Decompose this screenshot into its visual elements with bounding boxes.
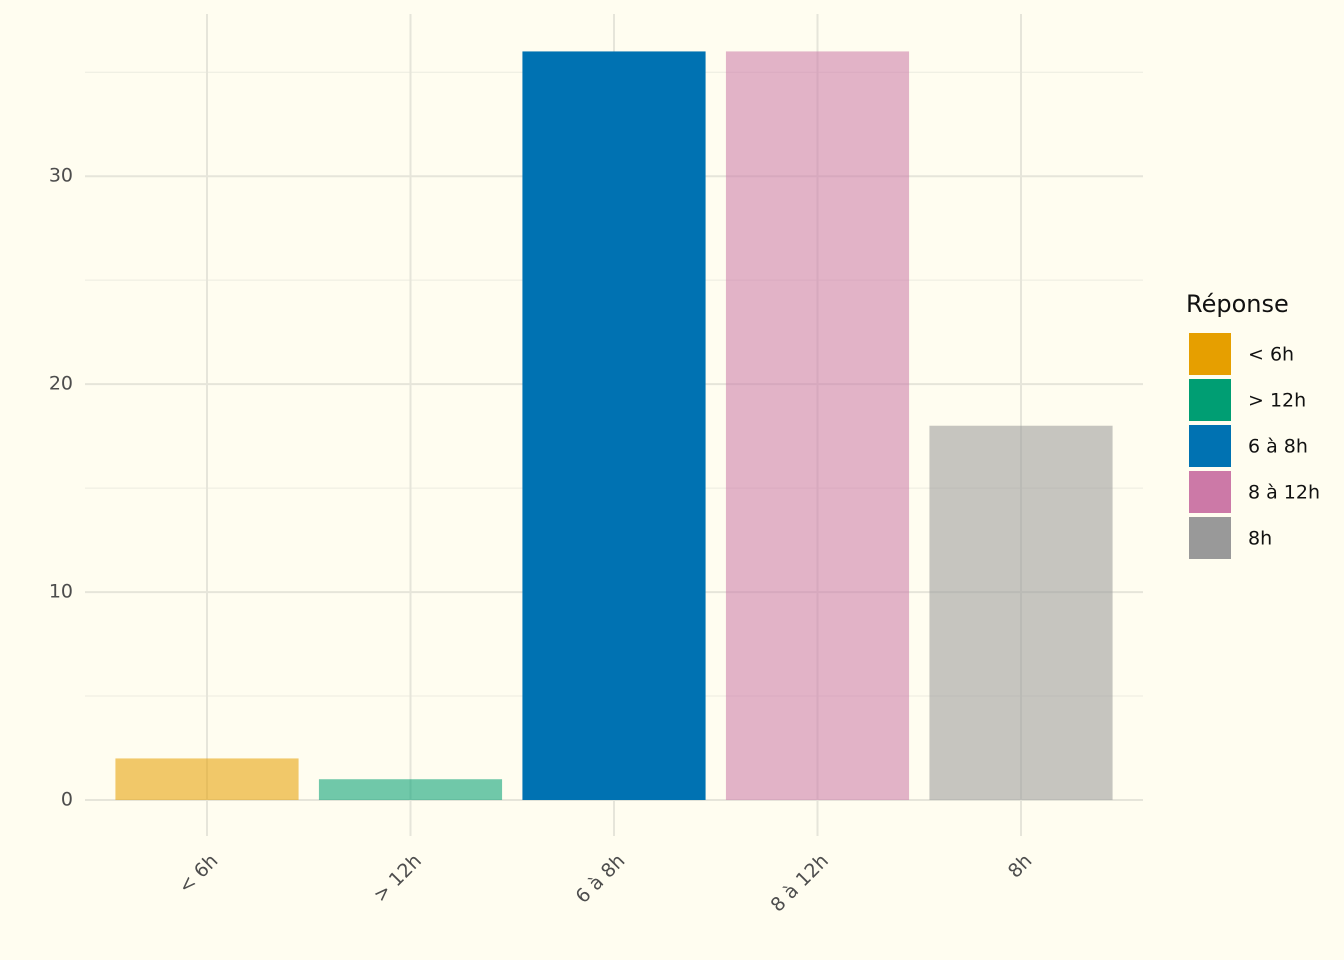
legend-label: 8h (1248, 528, 1272, 550)
x-tick-label: > 12h (369, 850, 426, 907)
bar (725, 51, 910, 801)
x-tick-label: 8 à 12h (766, 850, 832, 916)
bar (318, 779, 503, 801)
legend-label: 8 à 12h (1248, 482, 1320, 504)
legend-key (1189, 425, 1231, 467)
bar (115, 758, 299, 801)
legend-key (1189, 517, 1231, 559)
legend-label: 6 à 8h (1248, 436, 1308, 458)
y-tick-label: 30 (49, 165, 73, 187)
legend-label: > 12h (1248, 390, 1306, 412)
bar (929, 425, 1113, 801)
bar (522, 51, 706, 801)
x-tick-label: < 6h (174, 850, 222, 898)
y-tick-label: 0 (61, 789, 73, 811)
legend-key (1189, 379, 1231, 421)
x-tick-label: 8h (1004, 850, 1037, 883)
legend-label: < 6h (1248, 344, 1294, 366)
y-tick-label: 20 (49, 373, 73, 395)
y-tick-label: 10 (49, 581, 73, 603)
legend-title: Réponse (1186, 290, 1289, 318)
legend-key (1189, 471, 1231, 513)
x-tick-label: 6 à 8h (571, 850, 629, 908)
legend-key (1189, 333, 1231, 375)
